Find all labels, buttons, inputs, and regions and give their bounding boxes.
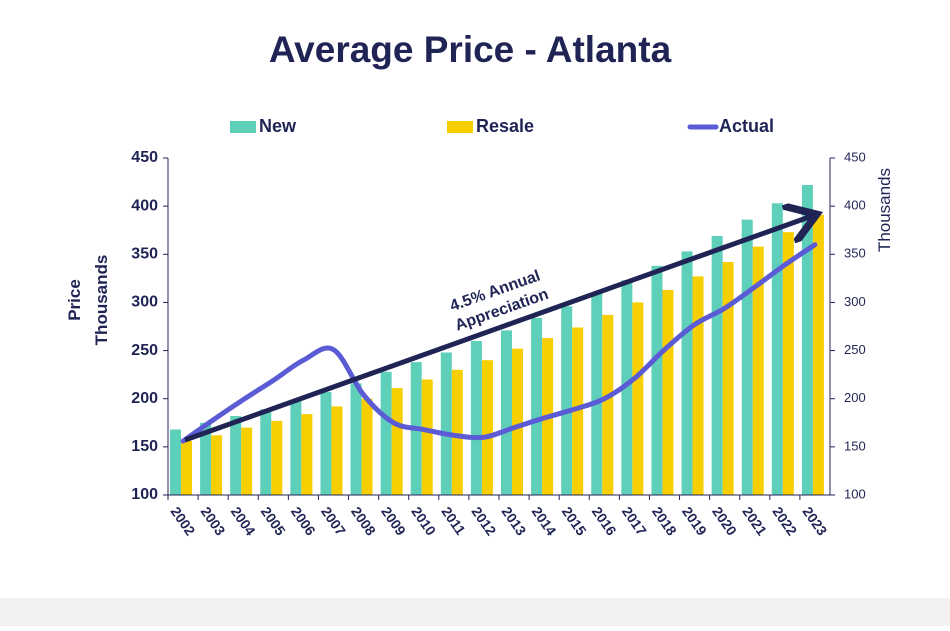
bar bbox=[211, 435, 223, 495]
y2-tick-label: 300 bbox=[844, 294, 866, 309]
x-tick-label: 2002 bbox=[168, 504, 199, 539]
legend-label: Resale bbox=[476, 116, 534, 136]
y-tick-label: 100 bbox=[131, 486, 158, 503]
bar bbox=[711, 235, 723, 495]
bar bbox=[200, 422, 212, 495]
bar bbox=[722, 261, 734, 495]
x-tick-label: 2007 bbox=[318, 504, 349, 539]
y2-tick-label: 450 bbox=[844, 149, 866, 164]
x-tick-label: 2009 bbox=[378, 504, 409, 539]
legend-label: Actual bbox=[719, 116, 774, 136]
footer-band bbox=[0, 598, 950, 626]
legend-label: New bbox=[259, 116, 297, 136]
bar bbox=[572, 327, 584, 495]
bar bbox=[512, 348, 523, 495]
x-tick-label: 2014 bbox=[529, 504, 560, 539]
bar bbox=[752, 246, 764, 495]
bar bbox=[271, 420, 283, 495]
bar bbox=[290, 400, 302, 495]
bar bbox=[350, 383, 362, 495]
x-tick-label: 2023 bbox=[799, 504, 830, 539]
bar bbox=[451, 369, 463, 495]
y2-axis-label: Thousands bbox=[875, 168, 894, 252]
bar bbox=[662, 289, 674, 495]
bar bbox=[561, 306, 573, 495]
y-tick-label: 300 bbox=[131, 294, 158, 311]
x-tick-label: 2022 bbox=[769, 504, 800, 539]
bar bbox=[651, 265, 663, 495]
x-tick-label: 2010 bbox=[408, 504, 439, 539]
bar bbox=[501, 330, 512, 495]
bar bbox=[170, 429, 181, 495]
y-axis-label: Price bbox=[65, 279, 84, 321]
x-tick-label: 2020 bbox=[709, 504, 740, 539]
x-tick-label: 2012 bbox=[468, 504, 499, 539]
bar bbox=[771, 203, 783, 496]
bar bbox=[181, 441, 192, 495]
bar bbox=[470, 340, 482, 495]
y2-tick-label: 150 bbox=[844, 438, 866, 453]
bar bbox=[391, 388, 403, 495]
bar bbox=[241, 427, 253, 495]
bar bbox=[621, 280, 633, 495]
trend-arrow bbox=[184, 216, 812, 443]
y2-tick-label: 200 bbox=[844, 390, 866, 405]
y-tick-label: 350 bbox=[131, 246, 158, 263]
legend-swatch bbox=[447, 121, 473, 133]
bar bbox=[632, 302, 644, 495]
bar bbox=[230, 416, 242, 495]
x-tick-label: 2011 bbox=[438, 504, 469, 538]
y-tick-label: 450 bbox=[131, 149, 158, 166]
bar bbox=[380, 371, 392, 495]
bar bbox=[812, 214, 824, 495]
y-tick-label: 400 bbox=[131, 197, 158, 214]
legend-swatch bbox=[230, 121, 256, 133]
bar bbox=[481, 360, 493, 495]
x-tick-label: 2013 bbox=[499, 504, 530, 539]
y-tick-label: 200 bbox=[131, 390, 158, 407]
y2-tick-label: 100 bbox=[844, 486, 866, 501]
bar bbox=[681, 251, 693, 495]
x-tick-label: 2006 bbox=[288, 504, 319, 539]
bar bbox=[421, 379, 433, 495]
line bbox=[180, 242, 818, 444]
y-axis-unit: Thousands bbox=[92, 255, 111, 346]
bar bbox=[692, 276, 704, 495]
bar bbox=[782, 232, 794, 495]
bar bbox=[260, 409, 272, 495]
bar bbox=[531, 317, 543, 495]
y2-tick-label: 250 bbox=[844, 342, 866, 357]
bar bbox=[440, 352, 452, 495]
bar bbox=[361, 398, 373, 495]
bar bbox=[602, 314, 614, 495]
bar bbox=[801, 184, 813, 495]
x-tick-label: 2018 bbox=[649, 504, 680, 539]
x-tick-label: 2004 bbox=[228, 504, 259, 539]
x-tick-label: 2016 bbox=[589, 504, 620, 539]
x-tick-label: 2015 bbox=[559, 504, 590, 539]
bar bbox=[320, 391, 332, 495]
bar bbox=[301, 414, 313, 495]
bar bbox=[591, 292, 603, 495]
x-tick-label: 2019 bbox=[679, 504, 710, 539]
x-tick-label: 2021 bbox=[739, 504, 770, 539]
y2-tick-label: 350 bbox=[844, 246, 866, 261]
x-tick-label: 2008 bbox=[348, 504, 379, 539]
bar bbox=[741, 219, 753, 495]
y-tick-label: 250 bbox=[131, 342, 158, 359]
chart-title: Average Price - Atlanta bbox=[269, 29, 672, 70]
y-tick-label: 150 bbox=[131, 438, 158, 455]
x-tick-label: 2003 bbox=[198, 504, 229, 539]
x-tick-label: 2005 bbox=[258, 504, 289, 539]
y2-tick-label: 400 bbox=[844, 198, 866, 213]
bar bbox=[331, 406, 343, 495]
x-tick-label: 2017 bbox=[619, 504, 650, 539]
